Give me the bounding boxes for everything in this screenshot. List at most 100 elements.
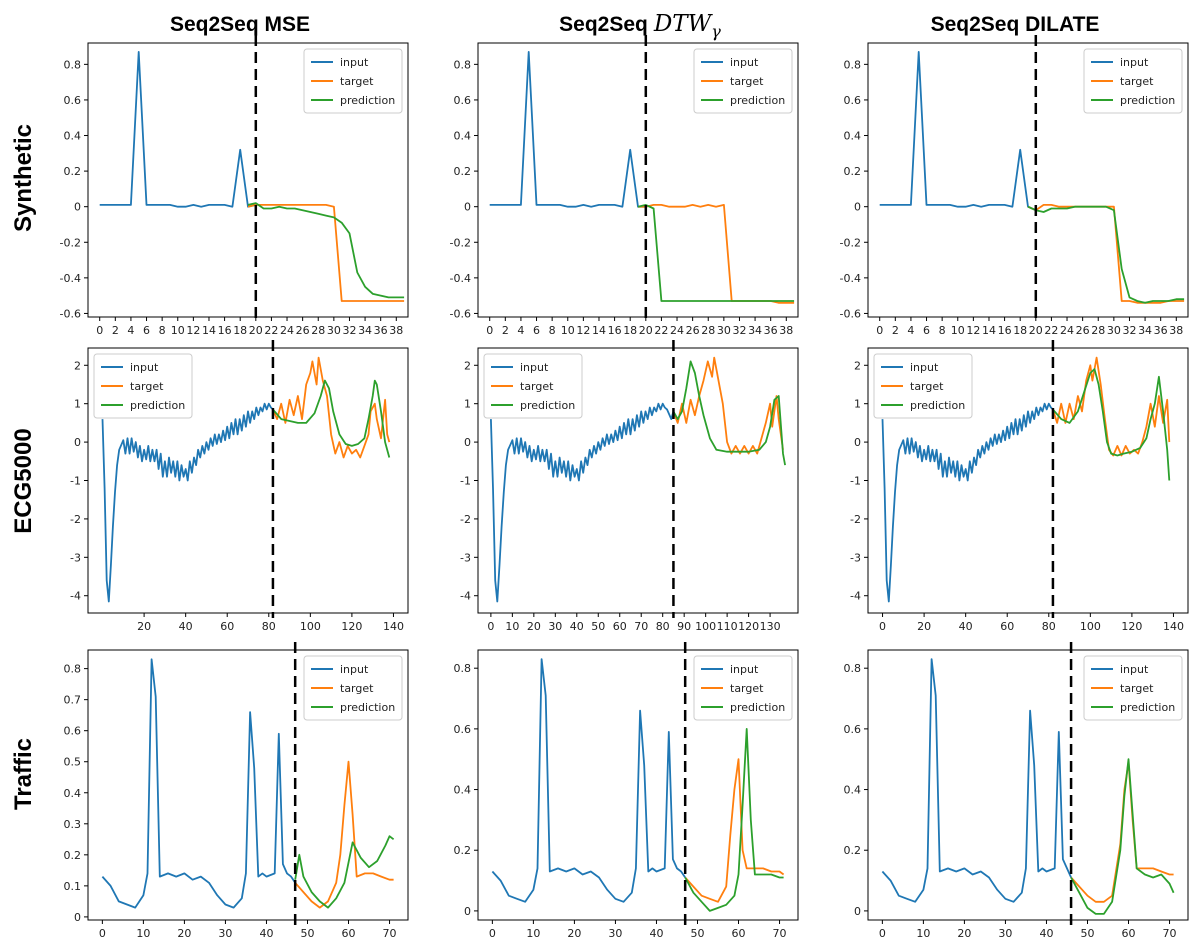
y-tick-label: -3 xyxy=(460,551,471,564)
legend-label-prediction: prediction xyxy=(1120,701,1175,714)
plot-frame xyxy=(867,42,1189,318)
legend-box xyxy=(873,353,973,419)
x-tick-label: 110 xyxy=(717,620,738,633)
x-tick-label: 20 xyxy=(177,927,191,940)
y-tick-label: 0.8 xyxy=(844,58,862,71)
x-tick-label: 2 xyxy=(502,324,509,337)
legend-label-prediction: prediction xyxy=(730,701,785,714)
legend-label-prediction: prediction xyxy=(130,399,185,412)
legend-label-prediction: prediction xyxy=(520,399,575,412)
legend-label-input: input xyxy=(910,361,939,374)
legend-label-target: target xyxy=(520,380,554,393)
x-tick-label: 24 xyxy=(280,324,294,337)
x-tick-label: 0 xyxy=(876,324,883,337)
y-tick-label: 0 xyxy=(74,436,81,449)
y-tick-label: 2 xyxy=(74,359,81,372)
x-tick-label: 40 xyxy=(570,620,584,633)
legend-box xyxy=(693,655,793,721)
y-tick-label: 2 xyxy=(854,359,861,372)
y-tick-label: 0 xyxy=(464,905,471,918)
x-tick-label: 20 xyxy=(567,927,581,940)
y-tick-label: 1 xyxy=(854,398,861,411)
y-tick-label: -0.2 xyxy=(450,236,471,249)
x-tick-label: 20 xyxy=(917,620,931,633)
x-tick-label: 60 xyxy=(1000,620,1014,633)
legend: input target prediction xyxy=(483,353,583,419)
x-tick-label: 100 xyxy=(695,620,716,633)
y-tick-label: 0.8 xyxy=(64,58,82,71)
x-tick-label: 130 xyxy=(760,620,781,633)
y-tick-label: -1 xyxy=(460,475,471,488)
x-tick-label: 50 xyxy=(300,927,314,940)
y-tick-label: 0.5 xyxy=(64,756,82,769)
plot-frame xyxy=(867,649,1189,921)
legend-label-target: target xyxy=(730,682,764,695)
legend: input target prediction xyxy=(303,655,403,721)
x-tick-label: 4 xyxy=(127,324,134,337)
subplot-synthetic-dtw: -0.6-0.4-0.200.20.40.60.80 2 4 6 8 10 12 14 16 18… xyxy=(450,35,799,337)
series-line-input xyxy=(879,51,1037,212)
y-tick-label: 0.6 xyxy=(454,94,472,107)
legend-label-target: target xyxy=(910,380,944,393)
x-tick-label: 6 xyxy=(923,324,930,337)
legend-label-input: input xyxy=(1120,663,1149,676)
x-tick-label: 40 xyxy=(649,927,663,940)
y-tick-label: -0.2 xyxy=(840,236,861,249)
x-tick-label: 38 xyxy=(1169,324,1183,337)
x-tick-label: 34 xyxy=(748,324,762,337)
x-tick-label: 22 xyxy=(264,324,278,337)
x-tick-label: 40 xyxy=(959,620,973,633)
x-tick-label: 60 xyxy=(220,620,234,633)
x-tick-label: 60 xyxy=(613,620,627,633)
x-tick-label: 6 xyxy=(533,324,540,337)
x-tick-label: 60 xyxy=(342,927,356,940)
x-tick-label: 32 xyxy=(732,324,746,337)
x-tick-label: 10 xyxy=(526,927,540,940)
y-tick-label: 0.4 xyxy=(64,130,82,143)
x-tick-label: 2 xyxy=(892,324,899,337)
y-tick-label: -0.6 xyxy=(60,307,81,320)
x-tick-label: 20 xyxy=(957,927,971,940)
x-tick-label: 30 xyxy=(548,620,562,633)
y-tick-label: 0.1 xyxy=(64,880,82,893)
x-tick-label: 14 xyxy=(202,324,216,337)
legend-label-target: target xyxy=(340,682,374,695)
x-tick-label: 60 xyxy=(1122,927,1136,940)
column-title-dilate: Seq2Seq DILATE xyxy=(931,13,1100,36)
x-tick-label: 32 xyxy=(342,324,356,337)
y-tick-label: 0 xyxy=(464,436,471,449)
series-line-prediction xyxy=(672,360,786,466)
y-tick-label: 0.8 xyxy=(454,58,472,71)
row-title-ecg5000: ECG5000 xyxy=(10,428,37,533)
subplot-traffic-dtw: 0 0.2 0.4 0.6 0.8 0 10 20 30 40 50 60 70 input target p… xyxy=(454,642,799,940)
y-tick-label: -1 xyxy=(850,475,861,488)
x-tick-label: 90 xyxy=(677,620,691,633)
x-tick-label: 80 xyxy=(656,620,670,633)
x-tick-label: 10 xyxy=(505,620,519,633)
x-tick-label: 36 xyxy=(1154,324,1168,337)
legend-label-input: input xyxy=(730,56,759,69)
series-line-target xyxy=(1052,356,1171,457)
x-tick-label: 30 xyxy=(998,927,1012,940)
legend-label-prediction: prediction xyxy=(1120,94,1175,107)
legend-label-input: input xyxy=(340,56,369,69)
x-tick-label: 0 xyxy=(879,927,886,940)
y-tick-label: -0.4 xyxy=(840,272,861,285)
legend-label-prediction: prediction xyxy=(730,94,785,107)
plot-frame xyxy=(87,649,409,921)
y-tick-label: -4 xyxy=(850,590,861,603)
x-tick-label: 10 xyxy=(136,927,150,940)
y-tick-label: 0.6 xyxy=(64,725,82,738)
legend-label-target: target xyxy=(1120,682,1154,695)
legend-label-input: input xyxy=(520,361,549,374)
series-line-input xyxy=(490,402,675,603)
y-tick-label: 0.2 xyxy=(454,844,472,857)
series-line-prediction xyxy=(637,204,795,302)
x-tick-label: 12 xyxy=(576,324,590,337)
y-tick-label: 0 xyxy=(854,905,861,918)
subplot-grid: -0.6-0.4-0.200.20.40.60.80 2 4 6 8 10 12 14 16 18… xyxy=(60,35,1189,940)
x-tick-label: 0 xyxy=(486,324,493,337)
x-tick-label: 16 xyxy=(608,324,622,337)
y-tick-label: 0.4 xyxy=(844,784,862,797)
